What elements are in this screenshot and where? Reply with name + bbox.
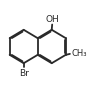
Text: OH: OH bbox=[46, 15, 60, 24]
Text: CH₃: CH₃ bbox=[71, 49, 87, 58]
Text: Br: Br bbox=[19, 69, 29, 78]
